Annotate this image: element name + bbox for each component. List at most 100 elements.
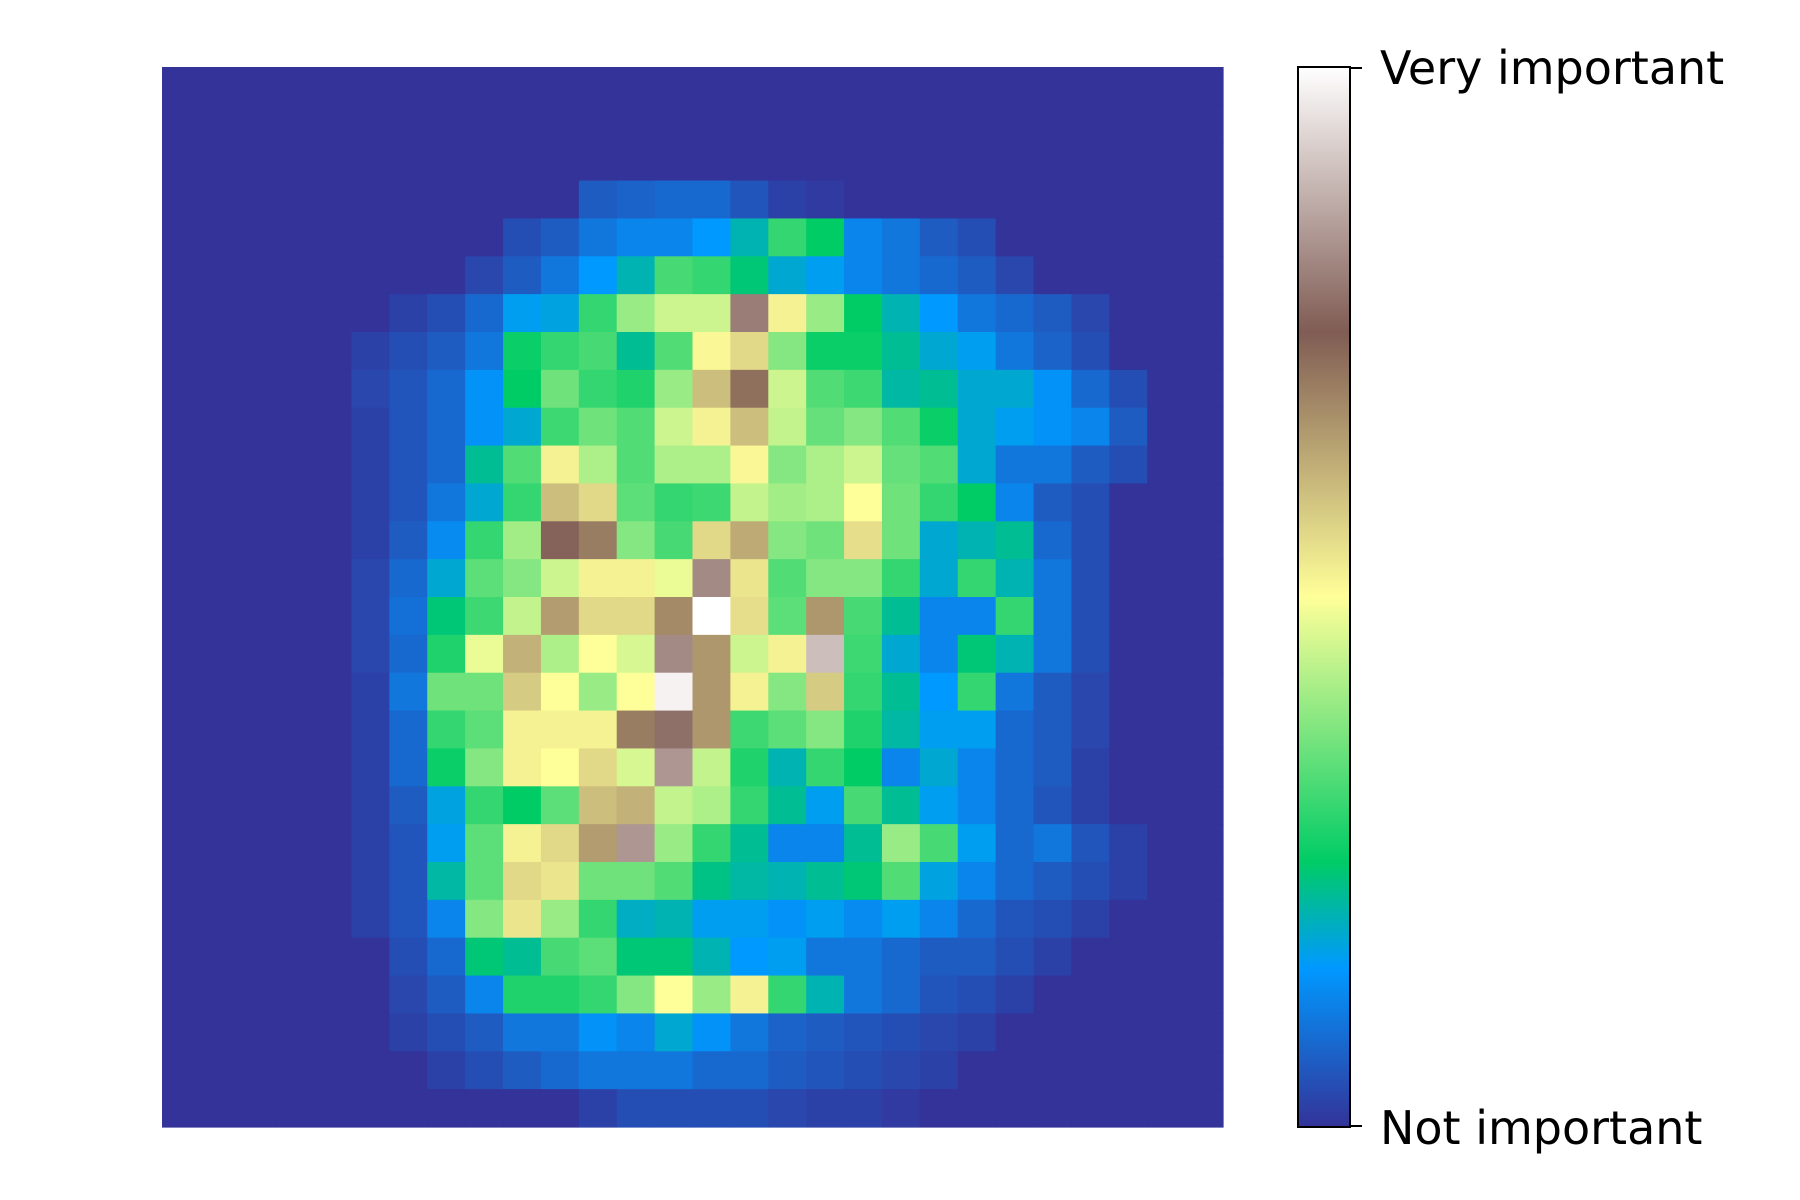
heatmap-cell: [768, 483, 807, 522]
heatmap-cell: [730, 937, 769, 977]
heatmap-cell: [1071, 294, 1110, 333]
heatmap-cell: [1147, 369, 1186, 409]
heatmap-cell: [806, 369, 845, 409]
heatmap-cell: [995, 559, 1035, 598]
heatmap-cell: [919, 445, 959, 485]
heatmap-cell: [237, 899, 277, 939]
heatmap-cell: [162, 937, 201, 977]
heatmap-cell: [654, 710, 694, 750]
heatmap-cell: [351, 445, 390, 485]
heatmap-cell: [957, 67, 997, 106]
heatmap-cell: [1147, 180, 1186, 220]
heatmap-cell: [730, 369, 769, 409]
heatmap-cell: [540, 218, 580, 257]
heatmap-cell: [427, 824, 466, 863]
heatmap-cell: [351, 710, 390, 750]
heatmap-cell: [389, 975, 428, 1015]
heatmap-cell: [1147, 559, 1186, 598]
heatmap-cell: [313, 180, 353, 220]
heatmap-cell: [162, 1013, 201, 1052]
heatmap-cell: [237, 332, 277, 371]
heatmap-cell: [616, 67, 656, 106]
heatmap-cell: [237, 748, 277, 787]
heatmap-cell: [313, 1013, 353, 1052]
heatmap-cell: [654, 748, 694, 787]
heatmap-cell: [806, 256, 845, 295]
heatmap-cell: [1071, 407, 1110, 447]
colorbar-bottom-label: Not important: [1380, 1101, 1702, 1155]
colorbar-gradient: [1297, 66, 1351, 1128]
heatmap-cell: [351, 862, 390, 901]
heatmap-cell: [275, 445, 315, 485]
heatmap-cell: [1071, 104, 1110, 144]
heatmap-cell: [654, 67, 694, 106]
heatmap-cell: [995, 1051, 1035, 1090]
heatmap-cell: [768, 597, 807, 636]
heatmap-cell: [957, 1089, 997, 1128]
heatmap-cell: [1071, 142, 1110, 182]
heatmap-cell: [162, 786, 201, 825]
heatmap-cell: [919, 597, 959, 636]
heatmap-cell: [995, 710, 1035, 750]
heatmap-cell: [616, 786, 656, 825]
heatmap-cell: [692, 332, 731, 371]
heatmap-cell: [1109, 332, 1148, 371]
heatmap-cell: [654, 975, 694, 1015]
heatmap-cell: [1185, 559, 1224, 598]
heatmap-cell: [199, 445, 239, 485]
heatmap-cell: [1033, 672, 1073, 712]
heatmap-cell: [351, 899, 390, 939]
heatmap-cell: [692, 256, 731, 295]
heatmap-cell: [1185, 786, 1224, 825]
heatmap-cell: [806, 407, 845, 447]
heatmap-cell: [692, 294, 731, 333]
heatmap-cell: [1071, 824, 1110, 863]
heatmap-cell: [275, 483, 315, 522]
heatmap-cell: [162, 672, 201, 712]
heatmap-cell: [503, 445, 542, 485]
heatmap-cell: [503, 899, 542, 939]
heatmap-cell: [1185, 899, 1224, 939]
heatmap-cell: [1109, 710, 1148, 750]
heatmap-cell: [1185, 332, 1224, 371]
heatmap-cell: [351, 975, 390, 1015]
heatmap-cell: [692, 748, 731, 787]
heatmap-cell: [919, 104, 959, 144]
heatmap-cell: [540, 1089, 580, 1128]
heatmap-cell: [1071, 218, 1110, 257]
heatmap-cell: [616, 483, 656, 522]
heatmap-cell: [578, 748, 618, 787]
heatmap-cell: [957, 937, 997, 977]
heatmap-cell: [540, 559, 580, 598]
heatmap-cell: [881, 1089, 921, 1128]
heatmap-cell: [427, 1013, 466, 1052]
heatmap-cell: [578, 710, 618, 750]
heatmap-cell: [768, 1051, 807, 1090]
heatmap-cell: [1185, 483, 1224, 522]
heatmap-cell: [199, 483, 239, 522]
heatmap-cell: [199, 332, 239, 371]
heatmap-cell: [616, 521, 656, 560]
heatmap-cell: [313, 445, 353, 485]
heatmap-cell: [692, 559, 731, 598]
heatmap-cell: [654, 1013, 694, 1052]
heatmap-cell: [427, 180, 466, 220]
heatmap-cell: [427, 142, 466, 182]
heatmap-cell: [540, 294, 580, 333]
heatmap-cell: [313, 104, 353, 144]
heatmap-cell: [730, 748, 769, 787]
heatmap-cell: [540, 1013, 580, 1052]
heatmap-cell: [465, 294, 504, 333]
heatmap-cell: [806, 180, 845, 220]
heatmap-cell: [919, 256, 959, 295]
heatmap-cell: [540, 899, 580, 939]
heatmap-cell: [957, 597, 997, 636]
heatmap-cell: [313, 332, 353, 371]
heatmap-cell: [616, 218, 656, 257]
heatmap-cell: [654, 104, 694, 144]
heatmap-cell: [616, 824, 656, 863]
heatmap-cell: [465, 332, 504, 371]
heatmap-cell: [919, 142, 959, 182]
heatmap-cell: [919, 975, 959, 1015]
heatmap-cell: [692, 1013, 731, 1052]
